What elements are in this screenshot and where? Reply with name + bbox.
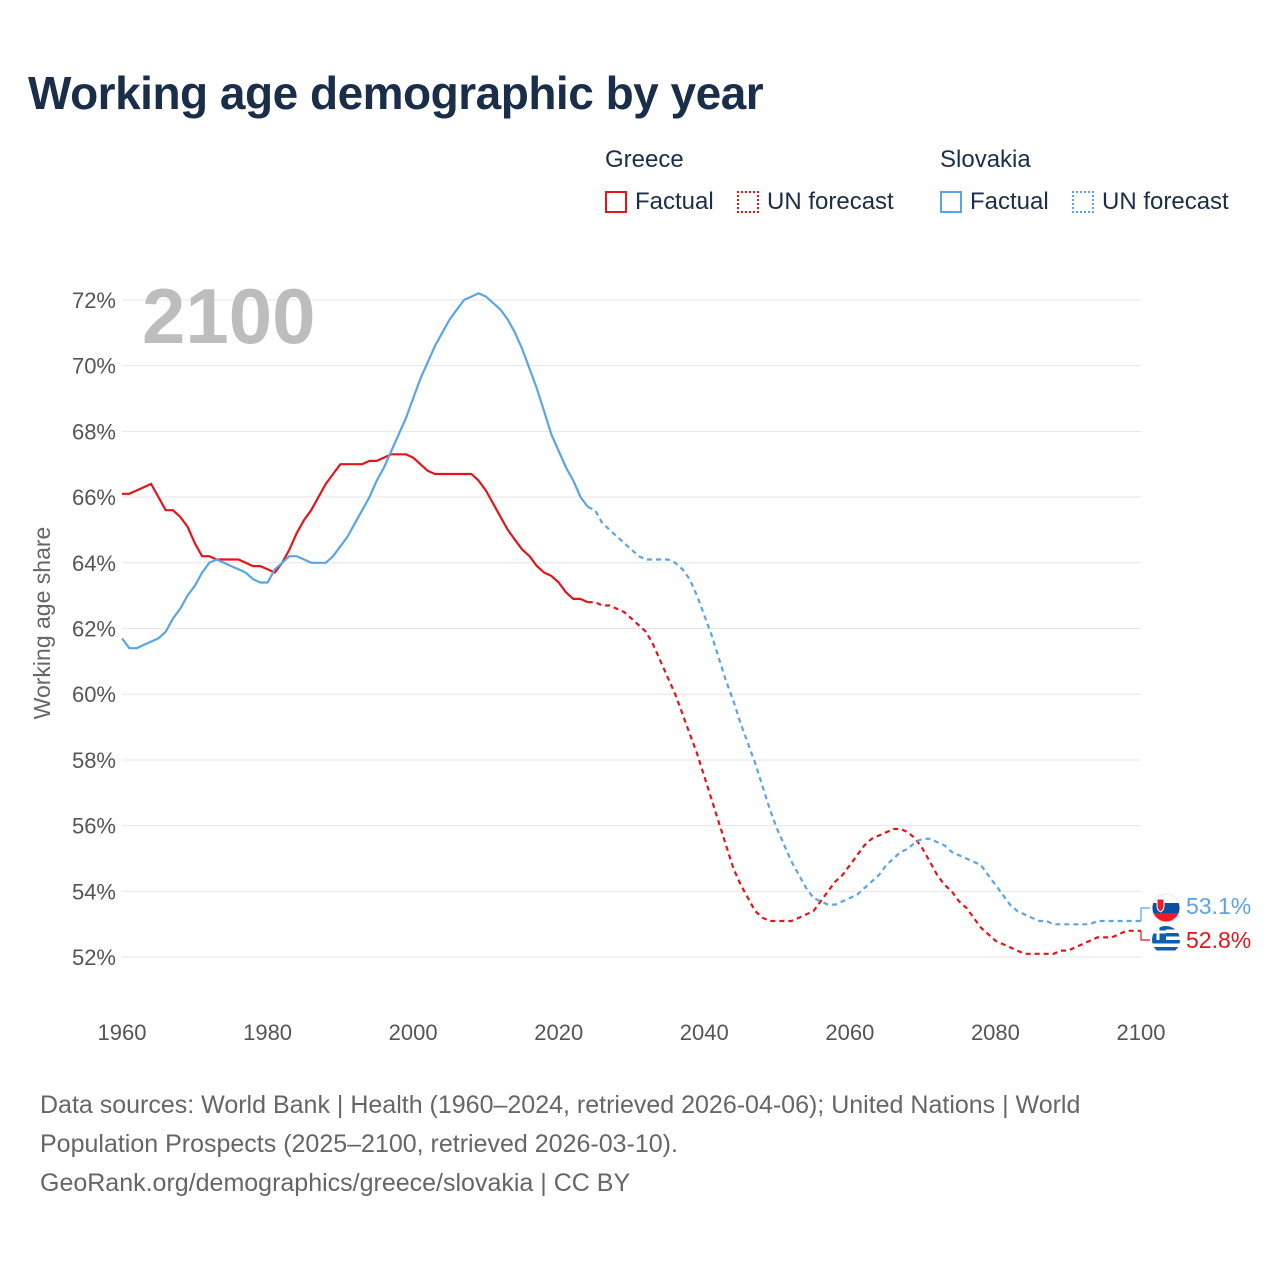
y-tick-label: 72% — [72, 288, 116, 313]
page-title: Working age demographic by year — [28, 67, 764, 119]
x-tick-label: 2000 — [389, 1020, 438, 1045]
footer-sources: Data sources: World Bank | Health (1960–… — [40, 1086, 1140, 1203]
dotted-swatch-icon — [1072, 191, 1094, 213]
legend-item-label: Factual — [635, 188, 714, 215]
y-tick-label: 66% — [72, 485, 116, 510]
legend-item-label: UN forecast — [767, 188, 894, 215]
y-tick-label: 60% — [72, 682, 116, 707]
y-tick-label: 58% — [72, 748, 116, 773]
y-tick-label: 64% — [72, 551, 116, 576]
year-watermark: 2100 — [142, 272, 316, 360]
legend-group-name: Slovakia — [940, 146, 1031, 173]
solid-swatch-icon — [940, 191, 962, 213]
y-axis-label: Working age share — [29, 527, 55, 720]
slovakia-forecast-line — [587, 505, 1141, 926]
slovakia-end-label: 53.1% — [1186, 893, 1251, 919]
gridlines — [122, 299, 1141, 958]
greece-flag-icon — [1152, 926, 1180, 954]
dotted-swatch-icon — [737, 191, 759, 213]
y-axis-ticks: 52% 54% 56% 58% 60% 62% 64% 66% 68% 70% 72% — [72, 288, 116, 970]
x-tick-label: 2080 — [971, 1020, 1020, 1045]
x-axis-ticks: 1960 1980 2000 2020 2040 2060 2080 2100 — [98, 1020, 1166, 1045]
series-lines — [121, 292, 1150, 955]
slovakia-factual-line — [121, 292, 589, 650]
greece-forecast-line — [587, 601, 1141, 955]
x-tick-label: 2060 — [825, 1020, 874, 1045]
legend-item-slovakia-forecast[interactable]: UN forecast — [1072, 188, 1229, 216]
x-tick-label: 2040 — [680, 1020, 729, 1045]
footer-line: Data sources: World Bank | Health (1960–… — [40, 1091, 1081, 1119]
y-tick-label: 56% — [72, 814, 116, 839]
x-tick-label: 1980 — [243, 1020, 292, 1045]
x-tick-label: 1960 — [98, 1020, 147, 1045]
legend-item-greece-factual[interactable]: Factual — [605, 188, 714, 216]
solid-swatch-icon — [605, 191, 627, 213]
greece-factual-line — [122, 453, 589, 604]
x-tick-label: 2020 — [534, 1020, 583, 1045]
line-chart: 2100 52% 54% 56% 58% 60% 62% 64% 66% 68% 70% 72% 1… — [29, 272, 1251, 1045]
legend-item-label: Factual — [970, 188, 1049, 215]
slovakia-label-connector — [1140, 907, 1150, 921]
y-tick-label: 52% — [72, 945, 116, 970]
footer-line: Population Prospects (2025–2100, retriev… — [40, 1130, 678, 1158]
y-tick-label: 54% — [72, 879, 116, 904]
greece-end-label: 52.8% — [1186, 927, 1251, 953]
y-tick-label: 70% — [72, 354, 116, 379]
slovakia-flag-icon — [1151, 893, 1181, 923]
footer-link[interactable]: GeoRank.org/demographics/greece/slovakia… — [40, 1169, 631, 1197]
y-tick-label: 62% — [72, 617, 116, 642]
legend-item-slovakia-factual[interactable]: Factual — [940, 188, 1049, 216]
legend-item-label: UN forecast — [1102, 188, 1229, 215]
y-tick-label: 68% — [72, 419, 116, 444]
greece-label-connector — [1140, 930, 1150, 941]
legend-group-name: Greece — [605, 146, 684, 173]
legend-item-greece-forecast[interactable]: UN forecast — [737, 188, 894, 216]
x-tick-label: 2100 — [1117, 1020, 1166, 1045]
